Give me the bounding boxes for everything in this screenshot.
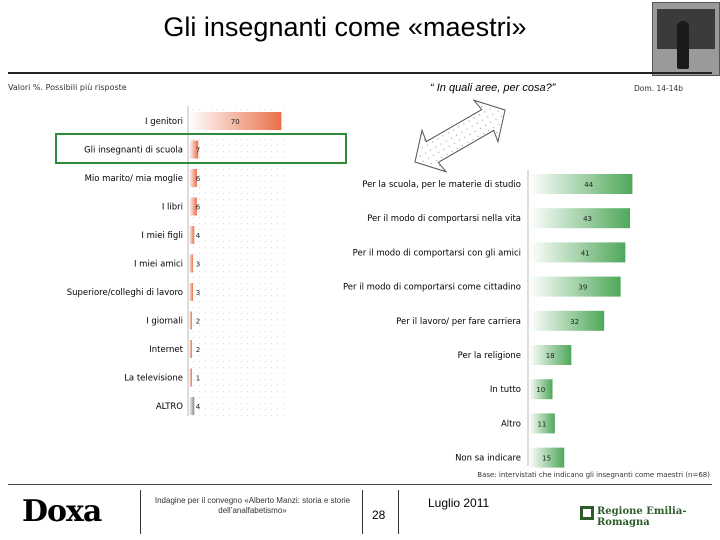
- date-label: Luglio 2011: [428, 496, 490, 510]
- charts-area: I genitori 70 Gli insegnanti di scuola 7 Mio…: [55, 99, 633, 468]
- page-title: Gli insegnanti come «maestri»: [163, 12, 527, 42]
- right-bar-in-tutto: [529, 379, 553, 400]
- left-value-label: 4: [196, 232, 201, 240]
- right-bar-per-il-modo-di-comportarsi-con-gli-amici: [529, 242, 626, 263]
- left-bar-mio-marito-mia-moglie: [189, 169, 197, 187]
- left-category-label: I miei figli: [141, 231, 183, 241]
- left-grid: [188, 108, 288, 416]
- page-number: 28: [372, 508, 386, 522]
- left-category-label: La televisione: [124, 374, 183, 384]
- left-value-label: 2: [196, 318, 200, 326]
- left-bar-i-libri: [189, 197, 197, 216]
- right-bar-per-la-scuola-per-le-materie-di-studio: [529, 174, 633, 194]
- left-category-label: I libri: [162, 203, 183, 213]
- values-note: Valori %. Possibili più risposte: [8, 83, 127, 92]
- right-value-label: 32: [570, 318, 579, 326]
- left-value-label: 70: [231, 118, 240, 126]
- highlight-box: [55, 133, 347, 164]
- right-bar-non-sa-indicare: [529, 447, 565, 468]
- doxa-logo: Doxa: [22, 494, 102, 529]
- right-category-label: Altro: [501, 419, 521, 429]
- right-category-label: Per il modo di comportarsi come cittadin…: [343, 283, 521, 293]
- left-value-label: 4: [196, 403, 201, 411]
- right-category-label: Per la religione: [458, 351, 521, 361]
- teacher-figure-image: [677, 21, 689, 69]
- double-arrow-icon: [414, 99, 506, 173]
- left-bar-superiore-colleghi-di-lavoro: [189, 283, 193, 301]
- left-bar-i-giornali: [189, 311, 192, 330]
- header-divider: [8, 72, 712, 74]
- left-category-label: ALTRO: [156, 402, 183, 412]
- right-category-label: Per il modo di comportarsi con gli amici: [353, 248, 521, 258]
- right-bar-altro: [529, 413, 555, 434]
- footer-separator: [362, 490, 363, 534]
- convegno-note: Indagine per il convegno «Alberto Manzi:…: [154, 496, 351, 515]
- left-category-label: I genitori: [145, 117, 183, 127]
- left-category-label: I giornali: [146, 317, 183, 327]
- right-chart: Per la scuola, per le materie di studio 4…: [343, 174, 633, 468]
- region-flag-icon: [580, 506, 594, 520]
- right-value-label: 18: [546, 352, 555, 360]
- left-bar-altro: [189, 397, 195, 415]
- footer-separator: [398, 490, 399, 534]
- left-value-label: 2: [196, 346, 200, 354]
- right-value-label: 10: [536, 386, 545, 394]
- right-category-label: Per la scuola, per le materie di studio: [362, 180, 521, 190]
- left-category-label: Superiore/colleghi di lavoro: [67, 288, 183, 298]
- left-bar-i-miei-figli: [189, 226, 195, 244]
- left-value-label: 6: [196, 204, 201, 212]
- left-value-label: 1: [196, 375, 200, 383]
- right-category-label: Per il modo di comportarsi nella vita: [367, 214, 521, 224]
- right-value-label: 43: [583, 215, 592, 223]
- left-value-label: 3: [196, 261, 200, 269]
- teacher-photo: [652, 2, 720, 76]
- region-logo: Regione Emilia-Romagna: [597, 506, 687, 528]
- right-value-label: 15: [542, 455, 551, 463]
- right-category-label: Per il lavoro/ per fare carriera: [396, 317, 521, 327]
- right-bar-per-la-religione: [529, 345, 572, 365]
- base-note: Base: intervistati che indicano gli inse…: [477, 471, 710, 479]
- left-value-label: 6: [196, 175, 201, 183]
- right-category-label: In tutto: [490, 385, 521, 395]
- left-category-label: Mio marito/ mia moglie: [85, 174, 183, 184]
- left-bar-la-televisione: [189, 368, 192, 387]
- right-bar-per-il-modo-di-comportarsi-come-cittadino: [529, 276, 621, 297]
- left-bar-i-genitori: [189, 112, 282, 130]
- question-ref: Dom. 14-14b: [634, 84, 683, 93]
- left-bar-gli-insegnanti-di-scuola: [189, 140, 199, 159]
- right-bar-per-il-lavoro-per-fare-carriera: [529, 310, 605, 331]
- question-label: “ In quali aree, per cosa?”: [430, 82, 556, 94]
- left-bar-i-miei-amici: [189, 254, 193, 273]
- right-value-label: 44: [584, 181, 593, 189]
- footer-separator: [140, 490, 141, 534]
- right-value-label: 41: [581, 249, 590, 257]
- left-category-label: Gli insegnanti di scuola: [84, 146, 183, 156]
- left-category-label: I miei amici: [134, 260, 183, 270]
- footer-divider: [8, 484, 712, 485]
- left-chart: I genitori 70 Gli insegnanti di scuola 7 Mio…: [67, 112, 282, 415]
- left-value-label: 3: [196, 289, 200, 297]
- left-value-label: 7: [196, 147, 200, 155]
- right-category-label: Non sa indicare: [455, 454, 521, 464]
- right-value-label: 39: [578, 284, 587, 292]
- right-bar-per-il-modo-di-comportarsi-nella-vita: [529, 208, 631, 229]
- left-category-label: Internet: [149, 345, 183, 355]
- left-bar-internet: [189, 340, 192, 358]
- right-value-label: 11: [537, 420, 546, 428]
